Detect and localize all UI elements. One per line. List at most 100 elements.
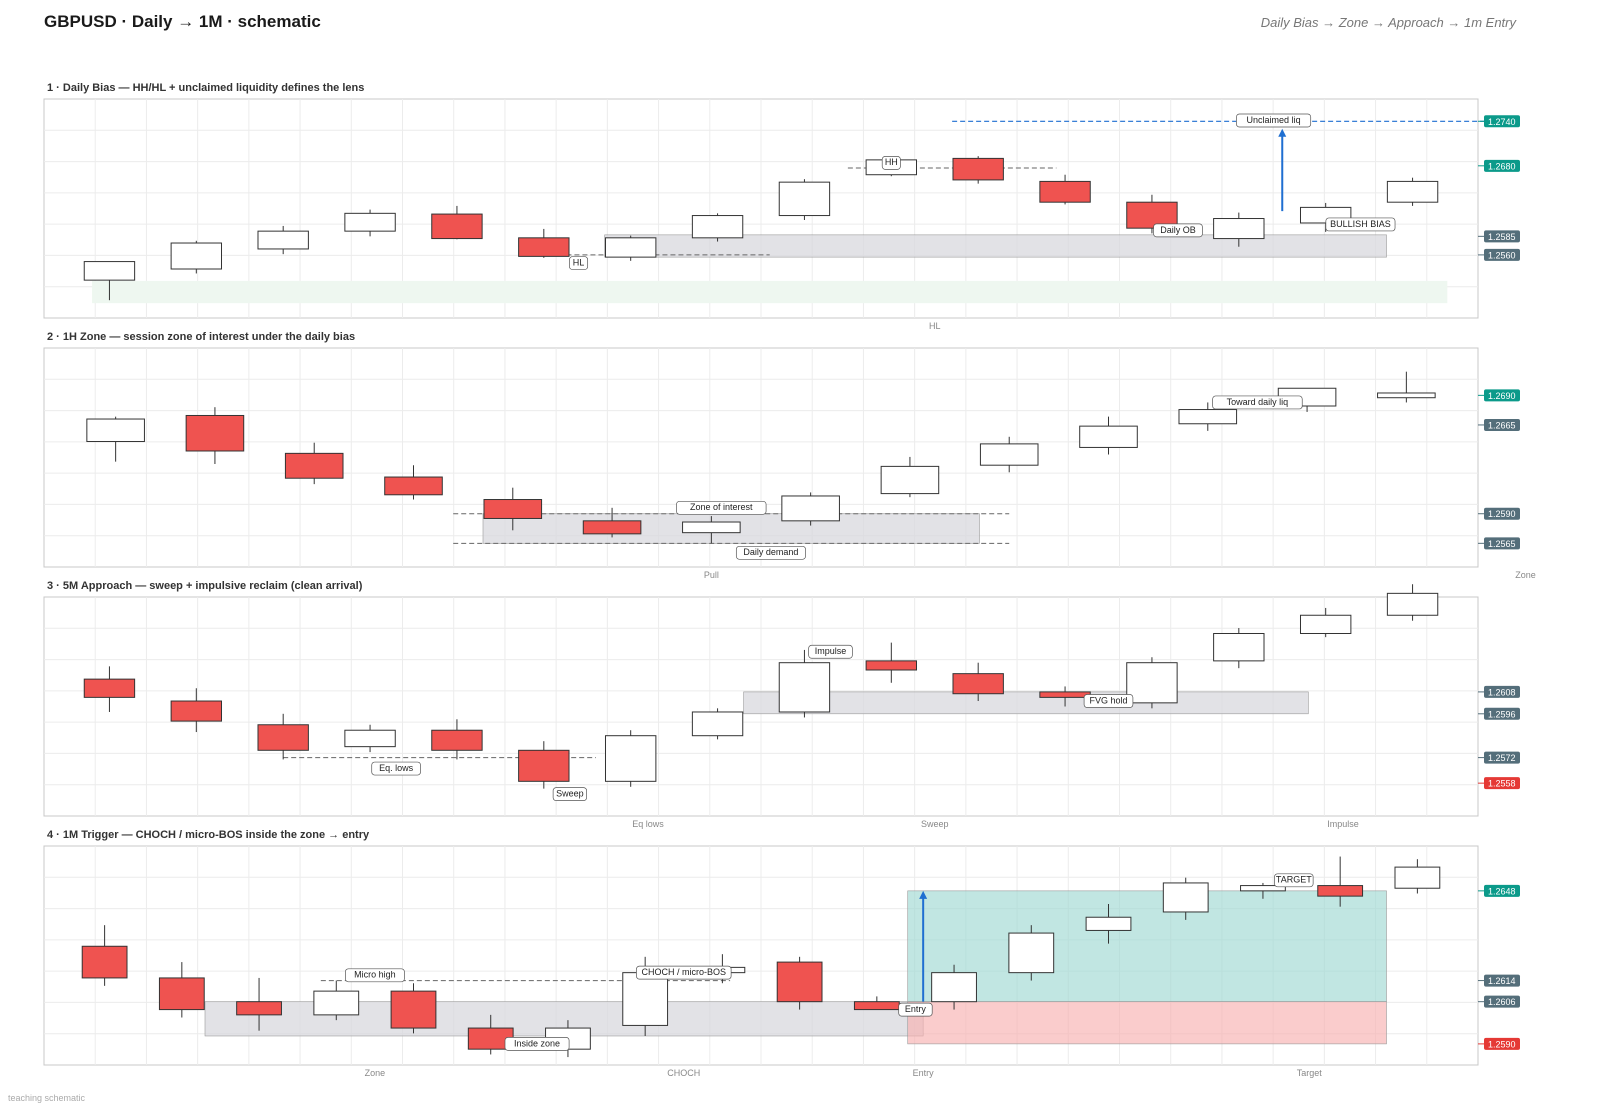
panel-4-candle-body [1394,866,1441,889]
panel-1-candle-body [344,212,396,232]
panel-3-candle-body [344,729,396,748]
panel-2-candle-body [1377,392,1436,399]
panel-2-annotation-box [1212,395,1303,410]
panel-3-candle-body [952,673,1004,695]
panel-4-annotation: CHOCH / micro-BOS [642,967,727,977]
panel-2-annotation-box [735,545,806,560]
panel-2-price-text: 1.2665 [1488,420,1516,430]
panel-2-price-text: 1.2690 [1488,391,1516,401]
panel-2-title: 2 · 1H Zone — session zone of interest u… [47,331,356,343]
panel-2-price-tag [1484,537,1520,550]
panel-4-candle-body [158,977,205,1011]
panel-4-candle-body [931,972,977,1003]
panel-2-candle-body [582,520,642,535]
panel-4-x-label: CHOCH [667,1068,700,1078]
panel-4-x-label: Target [1297,1068,1323,1078]
panel-4-candle-body [236,1001,282,1016]
panel-1-zone-zone [604,234,1387,258]
panel-3-annotation-box [1083,694,1134,708]
panel-1-title: 1 · Daily Bias — HH/HL + unclaimed liqui… [47,82,365,94]
panel-4-candle-body [776,961,823,1003]
panel-1-price-text: 1.2680 [1488,161,1516,171]
panel-1-candle-body [83,261,136,281]
panel-1-price-tag [1484,159,1520,172]
panel-4-candle-body [390,990,437,1029]
panel-4-annotation-box [345,968,405,983]
panel-1-price-tag [1484,230,1520,243]
panel-1-annotation: HL [573,257,585,267]
panel-3-price-text: 1.2608 [1488,687,1516,697]
panel-2-candle-body [979,443,1039,466]
panel-3-candle-body [1213,633,1265,662]
panel-4-price-text: 1.2606 [1488,997,1516,1007]
panel-2-price-tag [1484,507,1520,520]
panel-3-candle-body [865,660,918,671]
panel-4-title: 4 · 1M Trigger — CHOCH / micro-BOS insid… [47,829,370,841]
panel-3-candle-body [257,724,309,751]
panel-4-annotation-box [504,1037,570,1051]
panel-3-price-text: 1.2572 [1488,753,1516,763]
panel-3-candle-body [1126,662,1178,704]
panel-2-price-tag [1484,418,1520,431]
panel-1-annotation: BULLISH BIAS [1330,219,1391,229]
panel-3-annotation-box [371,761,421,776]
panel-4-price-text: 1.2590 [1488,1039,1516,1049]
panel-3-title: 3 · 5M Approach — sweep + impulsive recl… [47,580,363,592]
panel-1-candle-body [257,230,309,250]
panel-4-arrow-head [919,890,928,899]
panel-3-x-label: Impulse [1327,819,1359,829]
panel-3-annotation: Impulse [815,646,847,656]
panel-3-price-tag [1484,685,1520,698]
panel-1-zone-support [92,280,1448,304]
panel-4-candle-body [1162,882,1209,913]
panel-2-candle-body [880,465,940,495]
panel-4-annotation-box [898,1002,933,1017]
panel-2-candle-body [781,495,840,522]
panel-3-candle-body [431,729,483,751]
panel-4-price-tag [1484,995,1520,1008]
panel-3-price-tag [1484,707,1520,720]
panel-3-x-label: Sweep [921,819,949,829]
page-title: GBPUSD · Daily → 1M · schematic [44,12,321,31]
panel-1-annotation: Unclaimed liq [1247,115,1301,125]
panel-3-annotation: Sweep [556,788,584,798]
panel-1-candle-body [1039,180,1091,203]
panel-1-annotation-box [1153,223,1203,238]
panel-2-x-label: Pull [704,570,719,580]
footer-note: teaching schematic [8,1093,86,1103]
panel-1-annotation: HH [885,157,898,167]
panel-4-price-text: 1.2648 [1488,886,1516,896]
panel-2-candle-body [185,414,245,452]
panel-2-candle-body [284,452,344,479]
panel-3-candle-body [1299,614,1352,634]
panel-2-price-tag [1484,389,1520,402]
panel-1-candle-body [778,181,831,217]
panel-1-candle-body [518,237,570,257]
panel-3-candle-body [83,678,136,698]
panel-2-candle-body [1178,409,1238,425]
panel-3-candle-body [778,662,831,713]
panel-1-annotation-box [1236,113,1312,128]
panel-2-price-text: 1.2590 [1488,509,1516,519]
panel-2-annotation: Toward daily liq [1227,397,1289,407]
panel-3-price-tag [1484,777,1520,790]
panel-2-annotation: Zone of interest [690,502,753,512]
panel-1-candle-body [1386,180,1439,203]
panel-4-annotation: Micro high [354,970,396,980]
panel-4-zone-target [907,890,1387,1002]
panel-3-price-text: 1.2558 [1488,779,1516,789]
panel-4-price-tag [1484,974,1520,987]
panel-2-annotation: Daily demand [743,547,798,557]
panel-3-annotation: FVG hold [1089,695,1127,705]
panel-2-annotation-box [676,500,767,515]
panel-4-candle-body [1240,885,1286,892]
panel-4-zone-stop [907,1001,1387,1045]
panel-4-annotation: Inside zone [514,1038,560,1048]
panel-3-candle-body [1039,691,1091,698]
panel-1-candle-body [431,213,483,240]
panel-4-candle-body [622,972,669,1026]
panel-1-price-text: 1.2740 [1488,117,1516,127]
panel-3-annotation: Eq. lows [379,763,414,773]
panel-2-candle-body [682,521,741,534]
panel-1-price-text: 1.2560 [1488,250,1516,260]
